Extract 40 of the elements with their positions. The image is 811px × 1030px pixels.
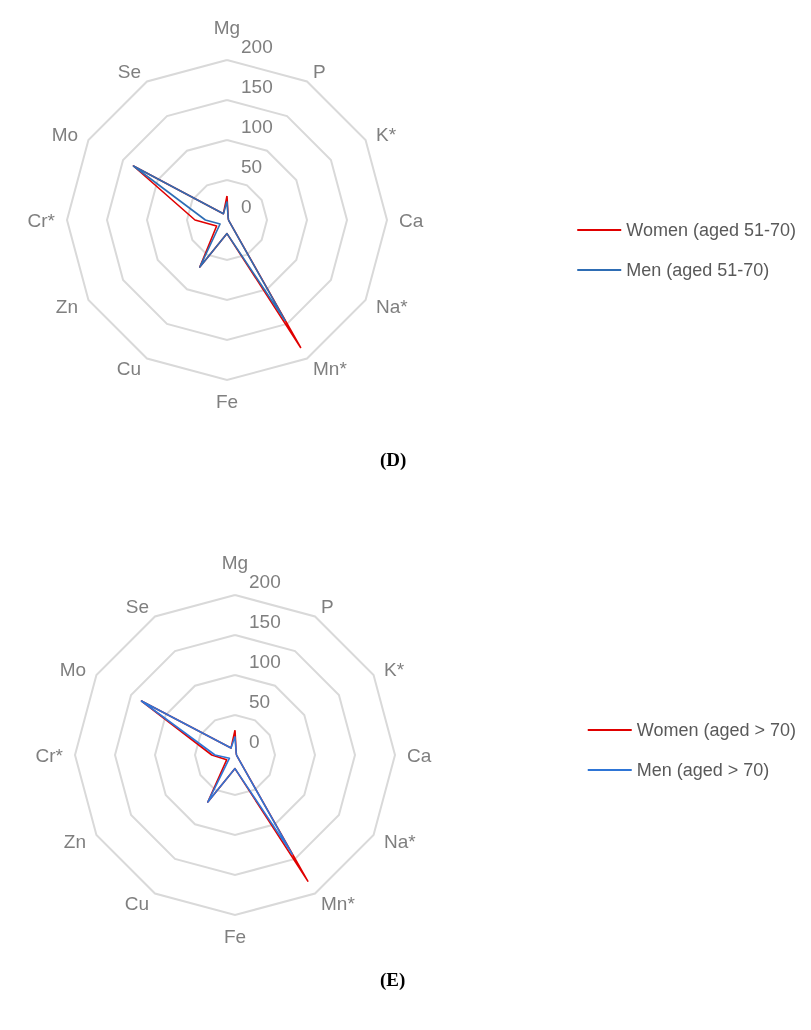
spoke-label: Mg	[213, 17, 241, 39]
spoke-label: Na*	[383, 830, 417, 852]
y-tick-label: 0	[249, 731, 260, 752]
y-tick-label: 50	[241, 156, 263, 177]
spoke-label: Cu	[124, 893, 149, 915]
spoke-label: Mo	[51, 123, 79, 145]
y-tick-label: 100	[241, 116, 273, 137]
spoke-label: Mg	[221, 552, 249, 574]
text: (E)	[380, 969, 406, 991]
y-tick-label: 100	[249, 651, 281, 672]
spoke-label: Mn*	[321, 893, 356, 915]
y-tick-label: 200	[241, 36, 273, 57]
spoke-label: K*	[375, 123, 397, 145]
spoke-label: Se	[125, 595, 149, 617]
spoke-label: Mn*	[313, 358, 348, 380]
y-tick-label: 200	[249, 571, 281, 592]
y-tick-label: 150	[249, 611, 281, 632]
legend-label: Men (aged 51-70)	[626, 260, 770, 280]
spoke-label: P	[321, 595, 334, 617]
spoke-label: K*	[383, 658, 405, 680]
legend-label: Women (aged 51-70)	[626, 220, 796, 240]
spoke-label: Na*	[375, 295, 409, 317]
legend-label: Women (aged > 70)	[636, 720, 797, 740]
spoke-label: Mo	[59, 658, 87, 680]
spoke-label: Fe	[215, 391, 239, 412]
spoke-label: P	[313, 60, 326, 82]
spoke-label: Fe	[223, 926, 247, 947]
spoke-label: Cr*	[35, 744, 64, 766]
legend-label: Men (aged > 70)	[636, 760, 770, 780]
spoke-label: Cu	[116, 358, 141, 380]
spoke-label: Ca	[399, 209, 424, 231]
spoke-label: Se	[117, 60, 141, 82]
spoke-label: Cr*	[27, 209, 56, 231]
spoke-label: Ca	[407, 744, 432, 766]
y-tick-label: 0	[241, 196, 252, 217]
spoke-label: Zn	[55, 295, 79, 317]
spoke-label: Zn	[63, 830, 87, 852]
y-tick-label: 50	[249, 691, 271, 712]
text: (D)	[380, 449, 407, 471]
y-tick-label: 150	[241, 76, 273, 97]
